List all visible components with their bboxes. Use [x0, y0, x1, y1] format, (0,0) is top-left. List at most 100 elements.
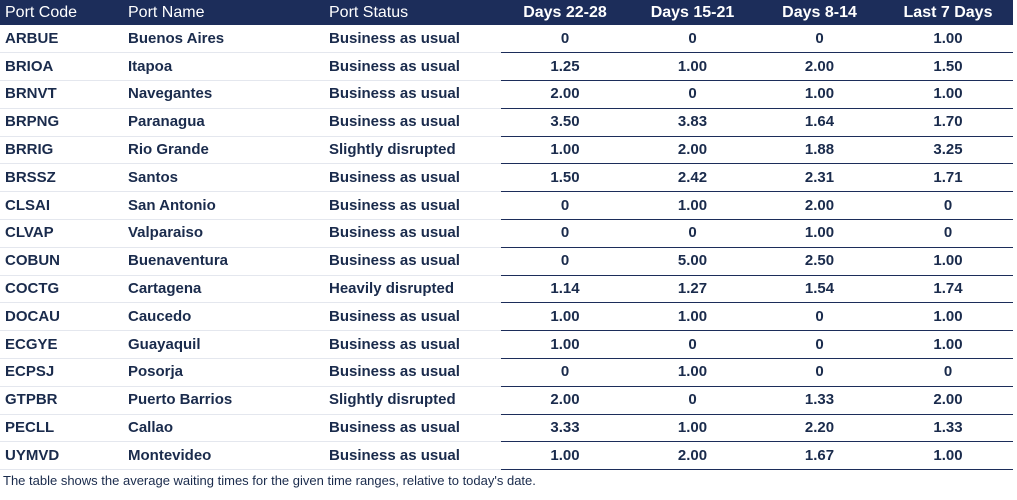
table-row: GTPBR Puerto Barrios Slightly disrupted 2.0…	[0, 386, 1013, 415]
cell-port-status: Business as usual	[324, 414, 501, 443]
cell-port-status: Business as usual	[324, 52, 501, 82]
cell-port-status: Business as usual	[324, 25, 501, 54]
cell-port-name: Callao	[123, 414, 324, 443]
cell-days-8-14: 0	[756, 358, 883, 387]
cell-port-code: BRPNG	[0, 108, 123, 137]
table-row: DOCAU Caucedo Business as usual 1.00 1.00 0 1.…	[0, 302, 1013, 332]
cell-days-15-21: 0	[629, 386, 756, 415]
table-row: BRRIG Rio Grande Slightly disrupted 1.00 2.0…	[0, 136, 1013, 165]
cell-days-15-21: 5.00	[629, 247, 756, 276]
cell-port-name: Rio Grande	[123, 136, 324, 165]
cell-port-status: Business as usual	[324, 219, 501, 248]
table-row: CLSAI San Antonio Business as usual 0 1.00 2.…	[0, 191, 1013, 221]
cell-days-15-21: 3.83	[629, 108, 756, 137]
cell-port-code: BRIOA	[0, 52, 123, 82]
cell-days-8-14: 2.00	[756, 52, 883, 82]
cell-days-15-21: 0	[629, 80, 756, 109]
cell-port-name: Montevideo	[123, 441, 324, 471]
cell-days-8-14: 2.50	[756, 247, 883, 276]
cell-port-name: Paranagua	[123, 108, 324, 137]
cell-days-22-28: 1.00	[501, 441, 629, 471]
table-row: COBUN Buenaventura Business as usual 0 5.00 2…	[0, 247, 1013, 276]
cell-days-22-28: 1.00	[501, 136, 629, 165]
cell-port-code: DOCAU	[0, 302, 123, 332]
cell-last-7-days: 0	[883, 219, 1013, 248]
cell-days-8-14: 2.20	[756, 414, 883, 443]
cell-days-22-28: 3.33	[501, 414, 629, 443]
cell-port-code: ARBUE	[0, 25, 123, 54]
cell-days-8-14: 1.67	[756, 441, 883, 471]
cell-days-15-21: 1.00	[629, 302, 756, 332]
cell-days-15-21: 2.42	[629, 163, 756, 193]
cell-days-8-14: 1.00	[756, 219, 883, 248]
cell-days-15-21: 1.00	[629, 191, 756, 221]
table-row: PECLL Callao Business as usual 3.33 1.00 2.20…	[0, 414, 1013, 443]
table-row: BRPNG Paranagua Business as usual 3.50 3.83 1…	[0, 108, 1013, 137]
cell-port-name: Santos	[123, 163, 324, 193]
table-row: BRNVT Navegantes Business as usual 2.00 0 1.0…	[0, 80, 1013, 109]
cell-port-name: San Antonio	[123, 191, 324, 221]
cell-port-status: Slightly disrupted	[324, 386, 501, 415]
cell-days-8-14: 1.64	[756, 108, 883, 137]
cell-days-8-14: 0	[756, 330, 883, 360]
cell-port-status: Business as usual	[324, 302, 501, 332]
cell-port-status: Business as usual	[324, 330, 501, 360]
cell-days-15-21: 0	[629, 330, 756, 360]
table-header-row: Port Code Port Name Port Status Days 22-…	[0, 0, 1013, 25]
cell-last-7-days: 1.70	[883, 108, 1013, 137]
header-days-8-14: Days 8-14	[782, 4, 857, 21]
cell-port-status: Heavily disrupted	[324, 275, 501, 304]
cell-port-name: Navegantes	[123, 80, 324, 109]
cell-days-8-14: 0	[756, 302, 883, 332]
cell-port-name: Posorja	[123, 358, 324, 387]
cell-days-22-28: 1.50	[501, 163, 629, 193]
cell-days-8-14: 0	[756, 25, 883, 54]
cell-port-name: Buenos Aires	[123, 25, 324, 54]
table-row: COCTG Cartagena Heavily disrupted 1.14 1.27 1…	[0, 275, 1013, 304]
cell-days-22-28: 0	[501, 191, 629, 221]
cell-days-22-28: 1.00	[501, 330, 629, 360]
cell-port-code: CLVAP	[0, 219, 123, 248]
header-last-7-days: Last 7 Days	[903, 4, 993, 21]
cell-days-22-28: 0	[501, 219, 629, 248]
cell-port-code: BRNVT	[0, 80, 123, 109]
cell-days-8-14: 1.00	[756, 80, 883, 109]
cell-last-7-days: 1.00	[883, 25, 1013, 54]
header-days-22-28: Days 22-28	[523, 4, 607, 21]
cell-port-status: Slightly disrupted	[324, 136, 501, 165]
cell-last-7-days: 3.25	[883, 136, 1013, 165]
cell-port-status: Business as usual	[324, 108, 501, 137]
cell-port-status: Business as usual	[324, 358, 501, 387]
cell-days-8-14: 2.00	[756, 191, 883, 221]
header-days-15-21: Days 15-21	[650, 4, 735, 21]
cell-port-name: Guayaquil	[123, 330, 324, 360]
cell-port-name: Itapoa	[123, 52, 324, 82]
cell-port-code: COBUN	[0, 247, 123, 276]
cell-days-22-28: 1.14	[501, 275, 629, 304]
cell-port-code: UYMVD	[0, 441, 123, 471]
cell-days-22-28: 0	[501, 247, 629, 276]
table-row: ECGYE Guayaquil Business as usual 1.00 0 0 1.0…	[0, 330, 1013, 360]
cell-port-status: Business as usual	[324, 80, 501, 109]
cell-days-15-21: 2.00	[629, 136, 756, 165]
table-row: ARBUE Buenos Aires Business as usual 0 0 0 1.0…	[0, 25, 1013, 54]
cell-last-7-days: 1.00	[883, 441, 1013, 471]
cell-last-7-days: 0	[883, 191, 1013, 221]
cell-days-15-21: 1.27	[629, 275, 756, 304]
cell-days-8-14: 1.54	[756, 275, 883, 304]
cell-last-7-days: 1.00	[883, 302, 1013, 332]
table-row: CLVAP Valparaiso Business as usual 0 0 1.00 0	[0, 219, 1013, 248]
cell-port-code: BRRIG	[0, 136, 123, 165]
cell-last-7-days: 1.00	[883, 330, 1013, 360]
cell-days-22-28: 0	[501, 358, 629, 387]
cell-last-7-days: 1.71	[883, 163, 1013, 193]
cell-days-15-21: 0	[629, 219, 756, 248]
cell-days-15-21: 2.00	[629, 441, 756, 471]
header-port-name: Port Name	[128, 4, 205, 21]
cell-port-status: Business as usual	[324, 163, 501, 193]
cell-days-22-28: 1.00	[501, 302, 629, 332]
cell-last-7-days: 1.50	[883, 52, 1013, 82]
port-waiting-times-table: Port Code Port Name Port Status Days 22-…	[0, 0, 1013, 471]
cell-port-code: COCTG	[0, 275, 123, 304]
cell-port-code: ECGYE	[0, 330, 123, 360]
